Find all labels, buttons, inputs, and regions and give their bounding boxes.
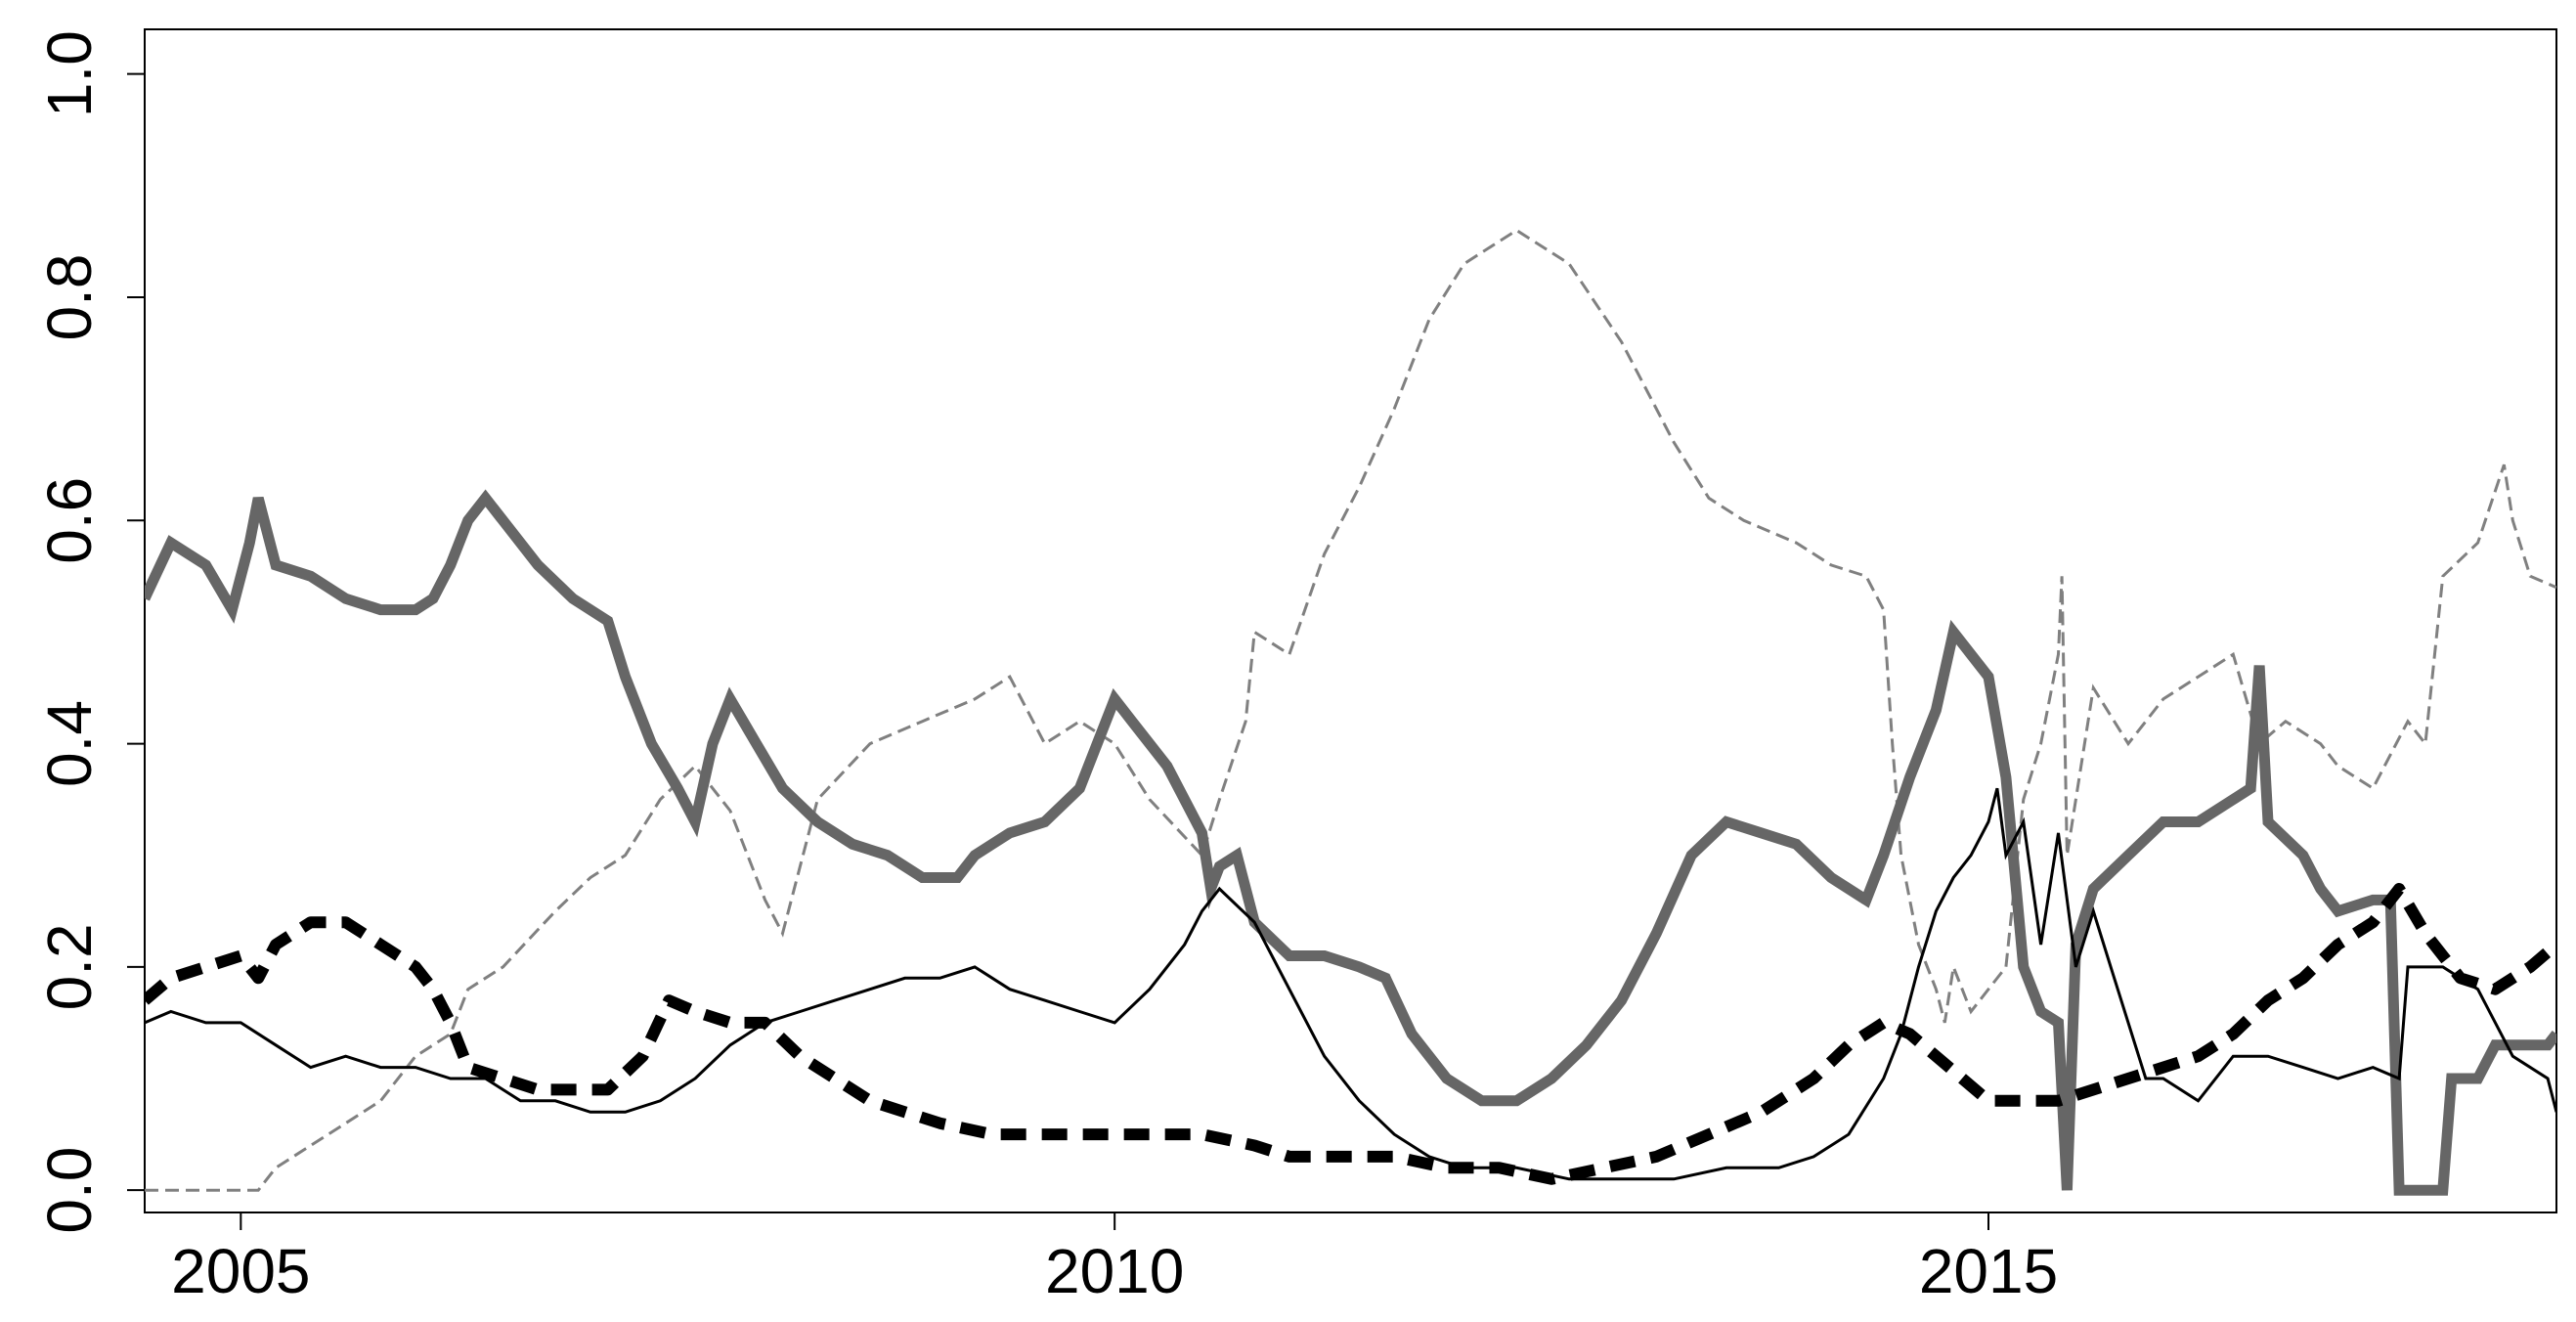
plot-border bbox=[144, 28, 2557, 1213]
y-tick-label: 0.0 bbox=[34, 1147, 105, 1234]
series-group bbox=[145, 228, 2556, 1196]
series-line-2-thick-gray-solid bbox=[145, 489, 2556, 1196]
y-tick-label: 0.2 bbox=[34, 923, 105, 1010]
x-axis: 2005 2010 2015 bbox=[171, 1212, 2058, 1306]
x-tick-label: 2010 bbox=[1045, 1236, 1184, 1306]
plot-frame bbox=[144, 28, 2557, 1213]
y-axis: 0.0 0.2 0.4 0.6 0.8 1.0 bbox=[34, 30, 145, 1234]
x-tick-label: 2015 bbox=[1919, 1236, 2058, 1306]
series-line-3-thick-black-dashed bbox=[145, 883, 2556, 1185]
y-tick-label: 0.6 bbox=[34, 477, 105, 564]
x-tick-label: 2005 bbox=[171, 1236, 310, 1306]
y-tick-label: 0.4 bbox=[34, 700, 105, 787]
series-line-1-thin-gray-dashed bbox=[145, 228, 2556, 1192]
y-tick-label: 0.8 bbox=[34, 253, 105, 340]
y-tick-label: 1.0 bbox=[34, 30, 105, 117]
series-line-4-thin-black-solid bbox=[145, 787, 2556, 1181]
